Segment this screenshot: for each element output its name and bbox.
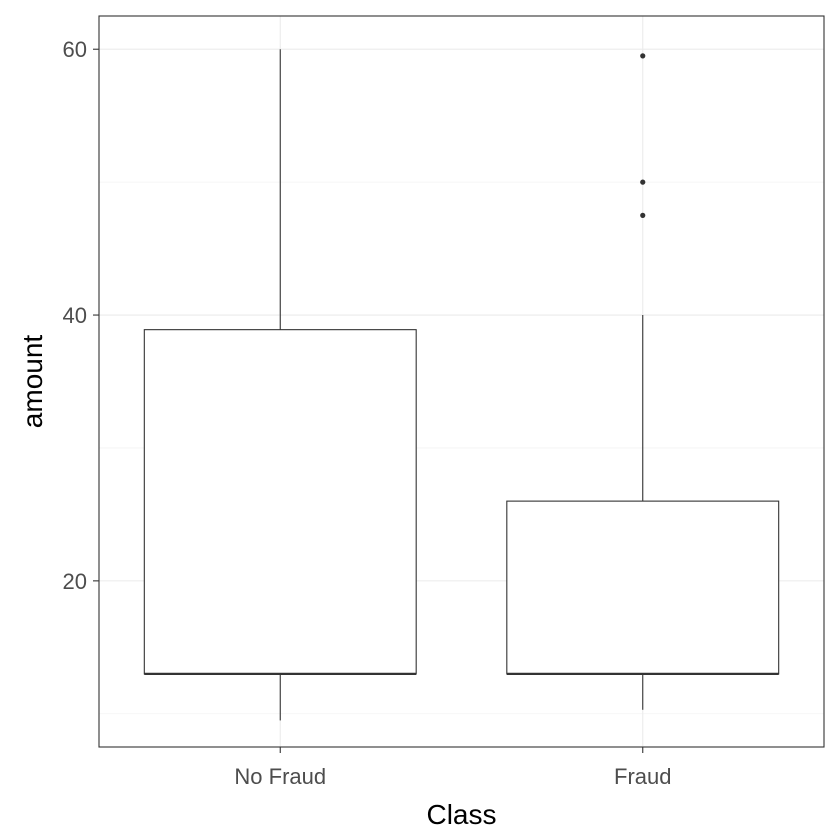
x-axis: No Fraud Fraud <box>234 747 671 789</box>
iqr-box <box>506 500 780 675</box>
y-axis: 20 40 60 <box>63 37 99 594</box>
box-fraud <box>506 53 780 710</box>
y-axis-title: amount <box>17 335 48 429</box>
x-tick-label: Fraud <box>614 764 671 789</box>
y-tick-label: 60 <box>63 37 87 62</box>
iqr-box <box>143 329 417 675</box>
y-tick-label: 20 <box>63 569 87 594</box>
y-tick-label: 40 <box>63 303 87 328</box>
x-tick-label: No Fraud <box>234 764 326 789</box>
x-axis-title: Class <box>426 799 496 830</box>
boxes <box>143 49 780 721</box>
outlier-point <box>640 212 646 218</box>
box-no-fraud <box>143 49 417 721</box>
outlier-point <box>640 179 646 185</box>
panel-border <box>98 15 825 748</box>
outlier-point <box>640 53 646 59</box>
